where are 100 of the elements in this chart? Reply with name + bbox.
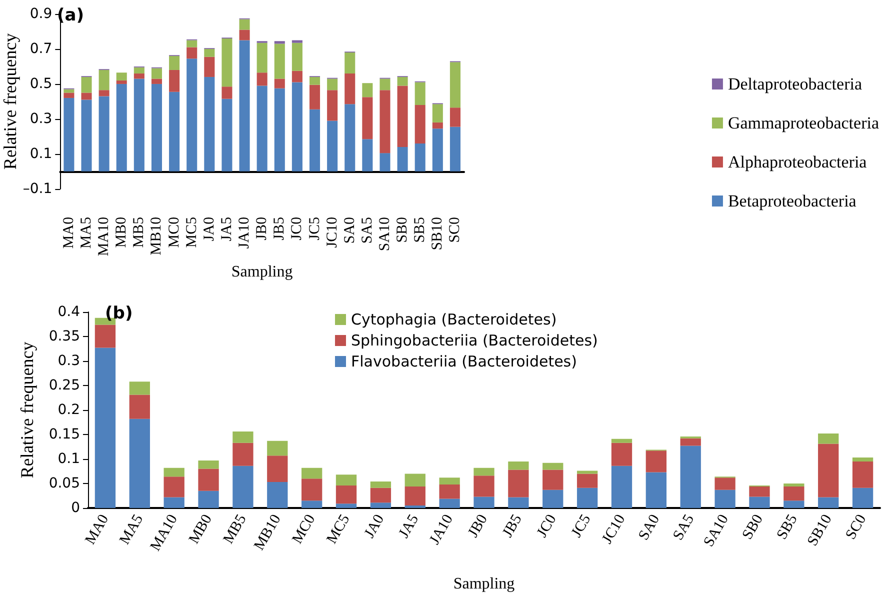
bar: [129, 394, 150, 419]
bar: [327, 120, 338, 172]
bar: [222, 86, 232, 99]
x-tick-label: JA5: [396, 512, 422, 541]
bar: [256, 72, 268, 86]
bar: [414, 82, 426, 105]
y-tick-label: 0: [71, 500, 80, 516]
x-tick-label: JC5: [568, 512, 594, 540]
bar: [94, 324, 116, 348]
bar: [239, 30, 250, 40]
bar: [404, 486, 426, 506]
bar: [542, 462, 564, 470]
bar: [344, 104, 356, 172]
bar: [292, 40, 302, 43]
x-tick-label: JC5: [306, 216, 323, 240]
bar: [474, 468, 494, 476]
x-axis-title: Sampling: [231, 264, 293, 280]
bar: [439, 484, 460, 499]
bar: [64, 92, 74, 98]
bar: [336, 474, 357, 486]
bar: [267, 482, 288, 508]
bar: [432, 128, 443, 172]
bar: [134, 78, 144, 172]
bar: [98, 90, 110, 96]
y-tick-label: 0.4: [58, 304, 80, 320]
bar: [116, 84, 127, 172]
bar: [344, 52, 356, 74]
bar: [852, 458, 874, 462]
bar: [380, 78, 390, 90]
y-axis-title: Relative frequency: [0, 33, 20, 170]
x-tick-label: SC0: [842, 512, 870, 542]
bar: [267, 456, 288, 482]
bar: [508, 461, 529, 470]
x-tick-label: SC0: [447, 216, 464, 243]
bar: [116, 72, 127, 80]
bar: [198, 490, 219, 508]
x-tick-label: MB10: [148, 216, 165, 256]
bar: [129, 382, 150, 395]
bar: [439, 498, 460, 508]
y-tick-label: 0.25: [48, 378, 80, 394]
bar: [680, 438, 701, 446]
bar: [301, 478, 322, 501]
x-tick-label: MA0: [60, 216, 77, 249]
bar: [370, 502, 392, 508]
bar: [301, 468, 322, 479]
bar: [129, 418, 150, 508]
x-tick-label: SB5: [774, 512, 801, 542]
bar: [164, 468, 184, 477]
legend-label: Deltaproteobacteria: [728, 74, 862, 94]
bar: [98, 70, 110, 90]
bar: [474, 476, 494, 497]
x-axis-title: Sampling: [453, 576, 515, 592]
bar: [362, 97, 373, 140]
bar: [309, 109, 320, 172]
bar: [274, 44, 285, 79]
bar: [818, 444, 839, 498]
bar: [370, 488, 392, 503]
bar: [151, 68, 162, 79]
legend-label: Cytophagia (Bacteroidetes): [351, 310, 557, 328]
bar: [198, 460, 219, 469]
bar: [784, 486, 804, 501]
bar: [336, 485, 357, 504]
bar: [222, 38, 232, 87]
x-tick-label: MC0: [166, 216, 182, 248]
bar: [336, 504, 357, 508]
bar: [344, 73, 356, 104]
bar: [380, 153, 390, 172]
bar: [134, 67, 144, 74]
y-tick-label: 0.15: [48, 426, 80, 442]
bar: [362, 139, 373, 172]
bar: [818, 434, 839, 444]
bar: [274, 78, 285, 88]
bar: [186, 58, 198, 172]
bar: [134, 73, 144, 79]
x-tick-label: JB5: [500, 512, 526, 540]
x-tick-label: SB0: [740, 512, 766, 542]
x-tick-label: SA5: [359, 216, 376, 244]
y-tick-label: 0.9: [30, 6, 52, 22]
bar: [362, 83, 373, 98]
y-tick-label: –0.1: [22, 180, 52, 197]
x-tick-label: JA0: [362, 512, 388, 541]
bar: [508, 497, 529, 508]
bar: [450, 126, 460, 172]
bar: [164, 497, 184, 508]
bar: [784, 500, 804, 508]
bar: [611, 442, 632, 466]
x-tick-label: SA0: [342, 216, 358, 244]
bar: [274, 41, 285, 44]
bar: [576, 488, 598, 508]
x-tick-label: MB5: [131, 216, 148, 248]
bar: [232, 432, 254, 443]
x-tick-label: JA10: [236, 216, 253, 249]
bar: [232, 442, 254, 466]
bar: [239, 40, 250, 172]
bar: [81, 100, 92, 172]
bar: [370, 482, 392, 488]
bar: [256, 86, 268, 172]
bar: [222, 98, 232, 172]
bar: [680, 446, 701, 508]
x-tick-label: MA10: [96, 216, 112, 256]
